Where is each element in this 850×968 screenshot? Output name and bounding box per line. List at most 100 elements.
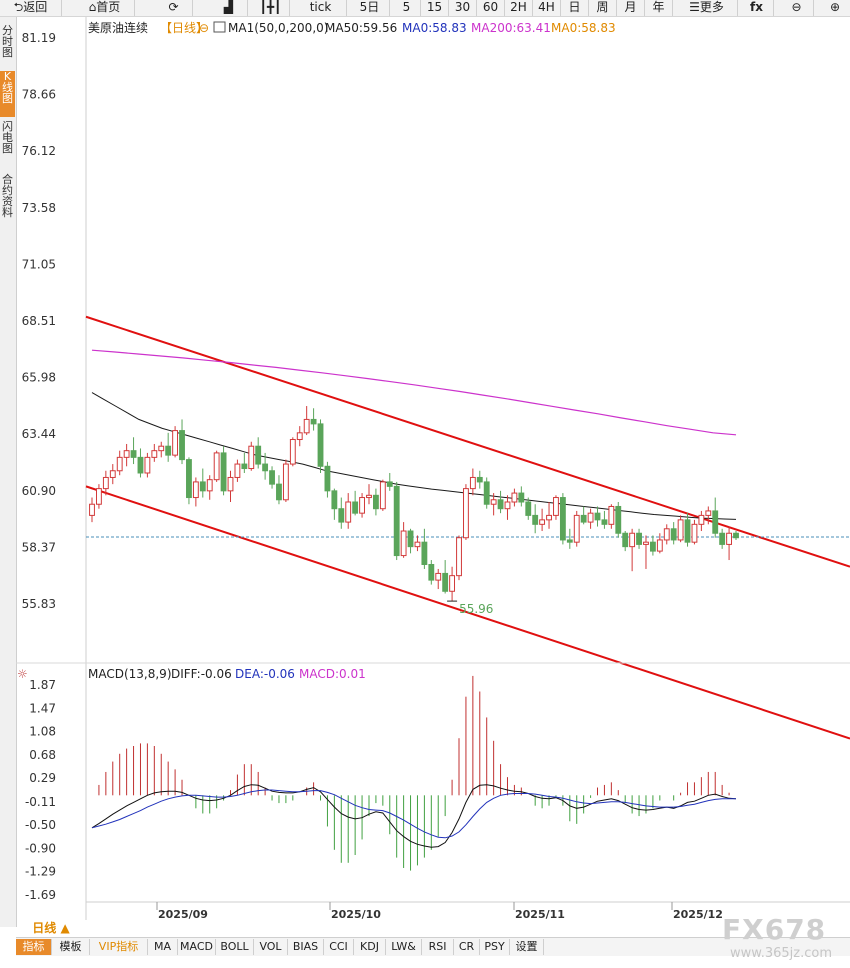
candlestick-button[interactable]: ┃╋┃: [252, 0, 290, 16]
candle: [566, 528, 573, 549]
candle: [622, 531, 629, 552]
month-button[interactable]: 月: [617, 0, 645, 16]
candle: [289, 437, 296, 467]
price-tick-label: 55.83: [22, 597, 56, 611]
tab-13[interactable]: PSY: [480, 939, 510, 955]
candle: [199, 468, 206, 498]
settings-icon[interactable]: ⊖: [199, 21, 209, 35]
sidebar-item-contract-info[interactable]: 合约资料: [2, 173, 13, 219]
year-button[interactable]: 年: [645, 0, 673, 16]
tab-3[interactable]: MA: [148, 939, 178, 955]
candle: [213, 450, 220, 482]
x-tick-label: 2025/10: [331, 908, 381, 920]
candle-body: [449, 575, 456, 592]
tab-5[interactable]: BOLL: [216, 939, 254, 955]
candle: [116, 450, 123, 476]
channel-lower-line: [85, 485, 850, 740]
candle: [449, 566, 456, 602]
candle: [733, 531, 739, 540]
candle: [366, 484, 372, 505]
chart-area[interactable]: 美原油连续 【日线】 ⊖ MA1(50,0,200,0) MA50:59.56 …: [16, 17, 850, 920]
candle: [580, 506, 587, 525]
week-button[interactable]: 周: [589, 0, 617, 16]
sidebar-item-kline[interactable]: K线图: [0, 71, 15, 117]
candle: [670, 522, 677, 545]
candle-body: [719, 532, 726, 545]
candle-body: [303, 418, 310, 434]
more-button[interactable]: ☰更多: [676, 0, 738, 16]
candle: [629, 528, 636, 572]
macd-tick-label: -0.50: [25, 818, 56, 832]
zoom-out-button[interactable]: ⊖: [780, 0, 814, 16]
refresh-button[interactable]: ⟳: [155, 0, 193, 16]
tick-button[interactable]: tick: [295, 0, 347, 16]
candle-body: [670, 528, 677, 541]
period-selector[interactable]: 日线 ▲: [32, 921, 70, 935]
candle-body: [165, 445, 172, 456]
tab-2[interactable]: VIP指标: [90, 939, 148, 955]
h2-button[interactable]: 2H: [505, 0, 533, 16]
tab-0[interactable]: 指标: [16, 939, 52, 955]
candle-body: [192, 481, 199, 499]
candle-body: [712, 510, 719, 534]
macd-settings-icon[interactable]: ☼: [17, 667, 28, 681]
candle-body: [234, 463, 241, 478]
candle: [511, 488, 518, 507]
candle: [421, 528, 428, 569]
tab-8[interactable]: CCI: [324, 939, 354, 955]
formula-button[interactable]: fx: [740, 0, 774, 16]
candle-body: [352, 501, 359, 514]
m60-button[interactable]: 60: [477, 0, 505, 16]
candle-body: [186, 459, 192, 499]
candle-body: [615, 505, 622, 534]
instrument-name: 美原油连续: [88, 20, 148, 35]
candle-body: [435, 572, 442, 581]
zoom-out-icon: ⊖: [791, 0, 802, 14]
m5-button[interactable]: 5: [393, 0, 421, 16]
tab-14[interactable]: 设置: [510, 939, 544, 955]
tab-4[interactable]: MACD: [178, 939, 216, 955]
macd-params: MACD(13,8,9): [88, 667, 172, 681]
day-button[interactable]: 日: [561, 0, 589, 16]
candle-body: [629, 532, 636, 548]
watermark-brand: FX678: [722, 913, 827, 946]
tab-6[interactable]: VOL: [254, 939, 288, 955]
bar-chart-button[interactable]: ▟: [210, 0, 248, 16]
candle: [158, 441, 165, 458]
tab-11[interactable]: RSI: [422, 939, 454, 955]
candle: [677, 515, 684, 543]
candle: [656, 533, 663, 554]
home-button[interactable]: ⌂首页: [75, 0, 135, 16]
candle: [553, 495, 559, 520]
candle: [248, 441, 255, 471]
candle: [546, 502, 552, 529]
h4-button[interactable]: 4H: [533, 0, 561, 16]
zoom-in-button[interactable]: ⊕: [820, 0, 850, 16]
price-tick-label: 81.19: [22, 31, 56, 45]
tab-9[interactable]: KDJ: [354, 939, 386, 955]
candle-body: [504, 501, 511, 510]
tab-1[interactable]: 模板: [52, 939, 90, 955]
candle: [296, 426, 303, 447]
candle-body: [366, 494, 372, 499]
candle: [109, 464, 116, 485]
candle: [324, 461, 331, 498]
tab-7[interactable]: BIAS: [288, 939, 324, 955]
candle: [663, 524, 670, 545]
m15-button[interactable]: 15: [421, 0, 449, 16]
zoom-in-icon: ⊕: [829, 0, 841, 14]
candle-body: [407, 530, 414, 548]
tab-12[interactable]: CR: [454, 939, 480, 955]
back-button[interactable]: ⮌返回: [0, 0, 62, 16]
price-tick-label: 73.58: [22, 201, 56, 215]
candle-body: [393, 485, 400, 557]
5day-button[interactable]: 5日: [350, 0, 390, 16]
candle: [490, 493, 497, 516]
m30-button[interactable]: 30: [449, 0, 477, 16]
sidebar-item-intraday[interactable]: 分时图: [2, 24, 13, 59]
candle-body: [151, 450, 158, 458]
tab-10[interactable]: LW&: [386, 939, 422, 955]
candle-body: [96, 488, 102, 505]
sidebar-item-flash[interactable]: 闪电图: [2, 120, 13, 155]
dea-value: DEA:-0.06: [235, 667, 295, 681]
